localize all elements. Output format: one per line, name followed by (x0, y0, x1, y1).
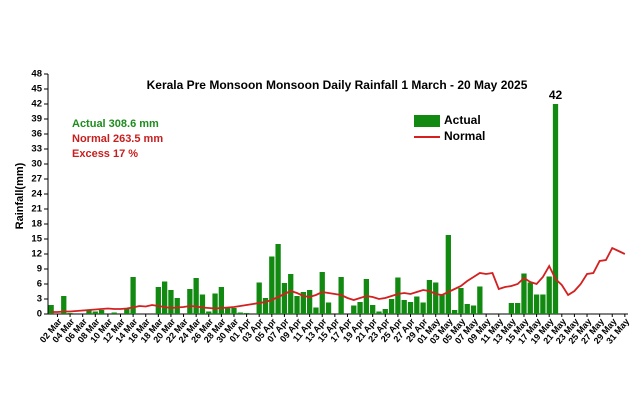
bar (370, 305, 376, 314)
y-tick-label: 6 (37, 279, 42, 290)
bar (168, 290, 174, 314)
bar (407, 302, 414, 314)
bar (357, 302, 363, 314)
bar (206, 311, 212, 314)
bar (439, 295, 445, 314)
bar (451, 310, 458, 314)
bar (433, 282, 439, 314)
y-tick-label: 30 (31, 159, 42, 170)
bar (155, 287, 161, 314)
y-axis-label: Rainfall(mm) (14, 162, 26, 229)
bar (470, 305, 477, 314)
bar (231, 308, 237, 314)
bar (388, 299, 395, 314)
bar (300, 292, 306, 314)
bar (521, 273, 527, 314)
bar (508, 303, 515, 314)
bar (67, 313, 73, 314)
bar (319, 272, 325, 314)
bar (401, 300, 407, 314)
bar (281, 283, 288, 314)
bar (262, 298, 269, 314)
bar (61, 296, 67, 314)
annotation: Excess 17 % (72, 148, 138, 160)
y-tick-label: 39 (31, 114, 42, 125)
bar (124, 309, 130, 314)
bar (351, 305, 357, 314)
bar (199, 294, 206, 314)
bar (527, 282, 533, 314)
bar (395, 277, 401, 314)
bar (48, 305, 54, 314)
bar (426, 280, 433, 314)
y-tick-label: 9 (37, 264, 42, 275)
legend-swatch (414, 115, 440, 127)
bar (376, 311, 382, 314)
y-tick-label: 27 (31, 174, 42, 185)
bar (256, 282, 262, 314)
annotation: Actual 308.6 mm (72, 118, 159, 130)
bar (275, 244, 281, 314)
bar (269, 256, 275, 314)
bar (445, 235, 451, 314)
bar (306, 290, 313, 314)
y-tick-label: 12 (31, 249, 42, 260)
y-tick-label: 33 (31, 144, 42, 155)
y-tick-label: 21 (31, 204, 42, 215)
bar (92, 311, 98, 314)
y-tick-label: 0 (37, 309, 42, 320)
bar (477, 286, 483, 314)
bar (546, 276, 552, 314)
bar (130, 277, 136, 314)
bar (187, 289, 193, 314)
data-label: 42 (549, 88, 563, 102)
y-tick-label: 48 (31, 69, 42, 80)
y-tick-label: 18 (31, 219, 42, 230)
bar (552, 104, 559, 314)
y-tick-label: 45 (31, 84, 42, 95)
bar (464, 304, 470, 314)
bar (325, 302, 332, 314)
y-tick-label: 42 (31, 99, 42, 110)
bar (420, 302, 426, 314)
bar (212, 293, 218, 314)
bar (382, 309, 388, 314)
bar (174, 298, 180, 314)
y-tick-label: 24 (31, 189, 42, 200)
bar (225, 308, 231, 314)
bar (218, 287, 225, 314)
bar (193, 278, 199, 314)
bar (243, 313, 250, 314)
bar (414, 296, 420, 314)
bar (237, 312, 243, 314)
bar (86, 310, 92, 314)
y-tick-label: 36 (31, 129, 42, 140)
bar (458, 288, 464, 314)
bar (515, 303, 521, 314)
bar (533, 294, 540, 314)
legend-label: Normal (444, 129, 485, 143)
chart-title: Kerala Pre Monsoon Monsoon Daily Rainfal… (147, 78, 528, 92)
y-tick-label: 3 (37, 294, 42, 305)
line (51, 246, 626, 313)
bar (98, 310, 105, 314)
bar (111, 312, 117, 314)
bar (288, 274, 294, 314)
bar (294, 296, 300, 314)
y-tick-label: 15 (31, 234, 42, 245)
annotation: Normal 263.5 mm (72, 133, 163, 145)
legend-label: Actual (444, 113, 481, 127)
bar (313, 307, 319, 314)
bar (161, 281, 168, 314)
bar (540, 294, 546, 314)
